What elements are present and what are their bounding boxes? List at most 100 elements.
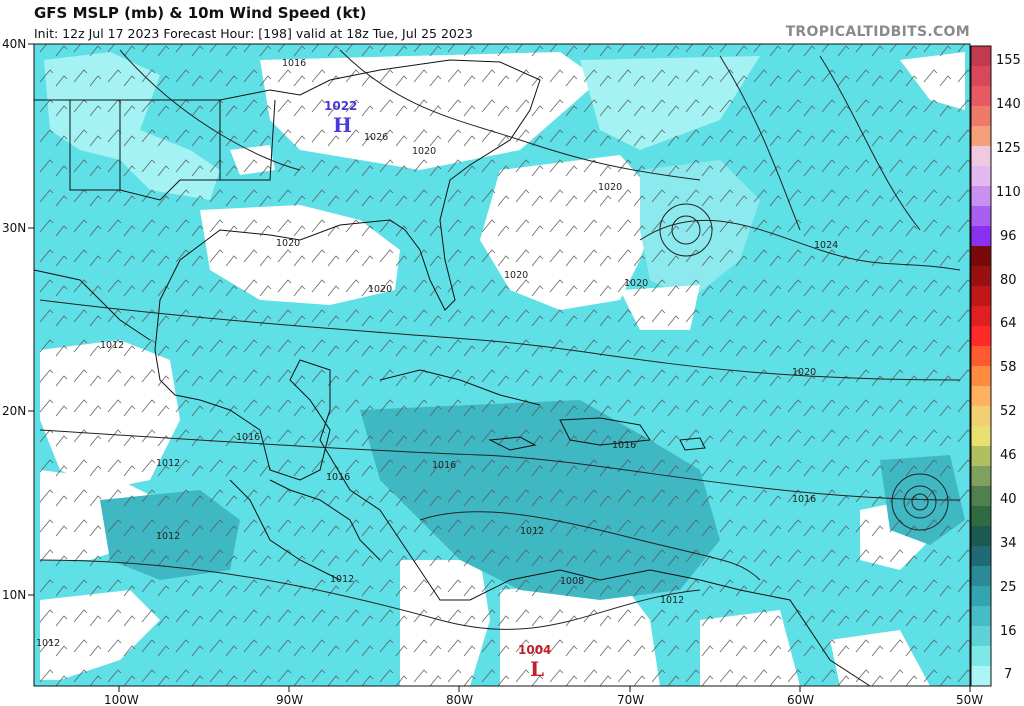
isobar-label: 1016 xyxy=(236,432,260,443)
colorbar-label: 140 xyxy=(996,97,1021,112)
colorbar-swatch xyxy=(971,86,991,107)
isobar-label: 1020 xyxy=(368,284,392,295)
high-pressure-center: 1022 H xyxy=(324,99,357,137)
colorbar-swatch xyxy=(971,106,991,127)
colorbar-label: 52 xyxy=(1000,404,1017,419)
colorbar-swatch xyxy=(971,426,991,447)
map-title: GFS MSLP (mb) & 10m Wind Speed (kt) xyxy=(34,4,367,22)
colorbar-swatch xyxy=(971,386,991,407)
lon-label: 90W xyxy=(276,693,303,706)
colorbar-label: 16 xyxy=(1000,624,1017,639)
colorbar-label: 96 xyxy=(1000,229,1017,244)
colorbar-label: 80 xyxy=(1000,273,1017,288)
brand-watermark: TROPICALTIDBITS.COM xyxy=(785,24,970,40)
colorbar-swatch xyxy=(971,306,991,327)
map-subtitle: Init: 12z Jul 17 2023 Forecast Hour: [19… xyxy=(34,26,473,41)
isobar-label: 1012 xyxy=(100,340,124,351)
isobar-label: 1016 xyxy=(432,460,456,471)
colorbar-label: 125 xyxy=(996,141,1021,156)
colorbar-swatch xyxy=(971,586,991,607)
high-symbol: H xyxy=(333,113,352,137)
isobar-label: 1016 xyxy=(282,58,306,69)
wind-speed-colorbar xyxy=(970,45,992,687)
isobar-label: 1020 xyxy=(792,367,816,378)
colorbar-label: 110 xyxy=(996,185,1021,200)
coastlines xyxy=(33,59,871,687)
isobar-label: 1012 xyxy=(156,458,180,469)
isobar-label: 1012 xyxy=(660,595,684,606)
isobar-label: 1020 xyxy=(624,278,648,289)
isobar-label: 1020 xyxy=(276,238,300,249)
map-frame xyxy=(33,43,971,687)
low-value: 1004 xyxy=(518,643,551,657)
lat-label: 10N xyxy=(2,588,26,602)
lon-label: 70W xyxy=(617,693,644,706)
isobar-label: 1020 xyxy=(412,146,436,157)
isobar-label: 1026 xyxy=(364,132,388,143)
colorbar-swatch xyxy=(971,146,991,167)
colorbar-label: 25 xyxy=(1000,580,1017,595)
colorbar-swatch xyxy=(971,126,991,147)
colorbar-swatch xyxy=(971,326,991,347)
colorbar-swatch xyxy=(971,346,991,367)
colorbar-swatch xyxy=(971,446,991,467)
isobar-label: 1012 xyxy=(36,638,60,649)
colorbar-swatch xyxy=(971,506,991,527)
colorbar-swatch xyxy=(971,186,991,207)
latitude-axis: 40N 30N 20N 10N xyxy=(2,37,34,602)
isobar-label: 1024 xyxy=(814,240,838,251)
isobar-label: 1020 xyxy=(598,182,622,193)
lon-label: 50W xyxy=(956,693,983,706)
colorbar-swatch xyxy=(971,626,991,647)
isobar-label: 1008 xyxy=(560,576,584,587)
colorbar-label: 7 xyxy=(1004,667,1012,682)
isobar-label: 1020 xyxy=(504,270,528,281)
colorbar-swatch xyxy=(971,646,991,667)
colorbar-label: 64 xyxy=(1000,316,1017,331)
low-pressure-center: 1004 L xyxy=(518,643,551,681)
isobar-label: 1012 xyxy=(520,526,544,537)
isobar-label: 1012 xyxy=(156,531,180,542)
colorbar-swatch xyxy=(971,666,991,687)
colorbar-swatch xyxy=(971,466,991,487)
colorbar-swatch xyxy=(971,46,991,67)
high-value: 1022 xyxy=(324,99,357,113)
colorbar-label: 34 xyxy=(1000,536,1017,551)
colorbar-label: 58 xyxy=(1000,360,1017,375)
isobar-label: 1016 xyxy=(792,494,816,505)
colorbar-swatch xyxy=(971,406,991,427)
low-symbol: L xyxy=(530,657,544,681)
colorbar-label: 46 xyxy=(1000,448,1017,463)
isobars xyxy=(39,49,961,630)
isobar-labels: 1016 1020 1020 1020 1020 1020 1020 1024 … xyxy=(36,58,838,649)
colorbar-swatch xyxy=(971,266,991,287)
colorbar-swatch xyxy=(971,246,991,267)
colorbar-swatch xyxy=(971,286,991,307)
lon-label: 100W xyxy=(104,693,139,706)
colorbar-swatch xyxy=(971,166,991,187)
colorbar-swatch xyxy=(971,486,991,507)
isobar-label: 1016 xyxy=(612,440,636,451)
colorbar-swatch xyxy=(971,526,991,547)
isobar-label: 1012 xyxy=(330,574,354,585)
colorbar-swatch xyxy=(971,366,991,387)
lon-label: 80W xyxy=(446,693,473,706)
colorbar-swatch xyxy=(971,206,991,227)
isobar-label: 1016 xyxy=(326,472,350,483)
lat-label: 20N xyxy=(2,404,26,418)
colorbar-frame xyxy=(970,45,992,687)
lon-label: 60W xyxy=(787,693,814,706)
colorbar-swatch xyxy=(971,566,991,587)
colorbar-labels: 155 140 125 110 96 80 64 58 52 46 40 34 … xyxy=(996,53,1021,682)
colorbar-swatch xyxy=(971,226,991,247)
colorbar-label: 155 xyxy=(996,53,1021,68)
lat-label: 40N xyxy=(2,37,26,51)
colorbar-swatch xyxy=(971,606,991,627)
wind-barbs xyxy=(34,44,970,686)
colorbar-swatch xyxy=(971,546,991,567)
colorbar-label: 40 xyxy=(1000,492,1017,507)
colorbar-swatch xyxy=(971,66,991,87)
longitude-axis: 100W 90W 80W 70W 60W 50W xyxy=(104,686,983,706)
lat-label: 30N xyxy=(2,221,26,235)
